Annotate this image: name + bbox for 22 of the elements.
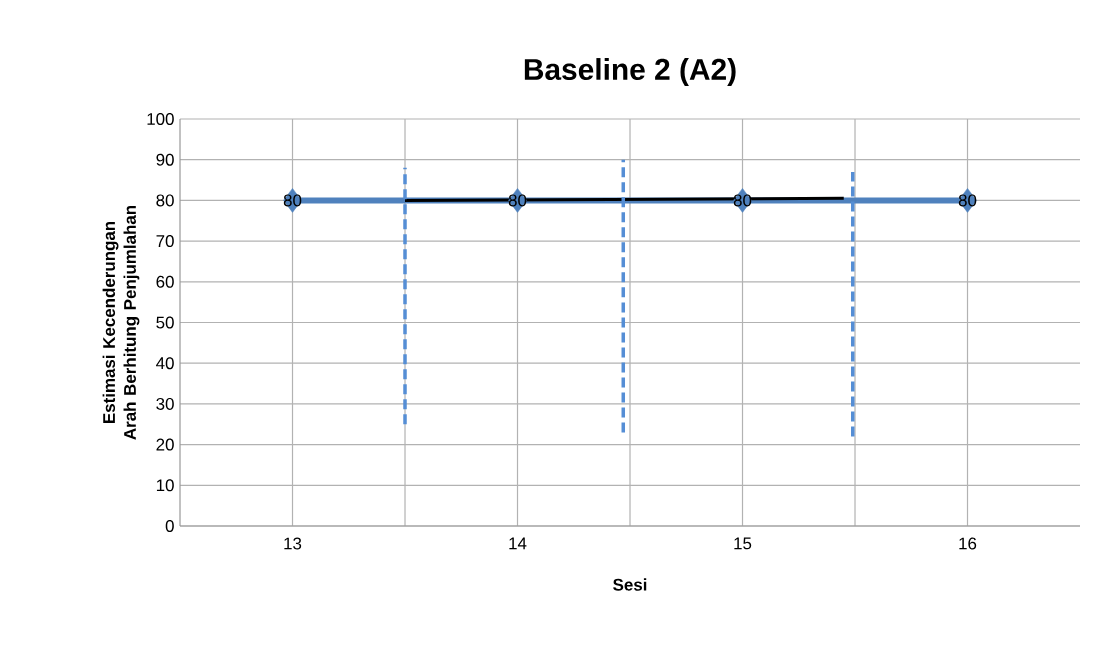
y-tick-label: 50 (156, 316, 174, 329)
y-tick-label: 0 (165, 519, 174, 532)
y-tick-label: 70 (156, 235, 174, 248)
data-label: 80 (508, 194, 527, 207)
y-tick-label: 80 (156, 194, 174, 207)
x-tick-label: 15 (734, 537, 752, 550)
y-tick-label: 60 (156, 275, 174, 288)
data-label: 80 (283, 194, 302, 207)
y-tick-label: 100 (147, 112, 174, 125)
chart-title: Baseline 2 (A2) (524, 58, 736, 86)
y-tick-label: 30 (156, 397, 174, 410)
y-tick-label: 90 (156, 153, 174, 166)
x-tick-label: 13 (284, 537, 302, 550)
x-axis-title: Sesi (613, 578, 647, 591)
y-axis-title: Estimasi Kecenderungan Arah Berhitung Penjumlahan (102, 205, 140, 440)
y-tick-label: 20 (156, 438, 174, 451)
y-tick-label: 40 (156, 357, 174, 370)
x-tick-label: 16 (959, 537, 977, 550)
x-tick-label: 14 (509, 537, 527, 550)
data-label: 80 (958, 194, 977, 207)
data-label: 80 (733, 194, 752, 207)
y-tick-label: 10 (156, 479, 174, 492)
